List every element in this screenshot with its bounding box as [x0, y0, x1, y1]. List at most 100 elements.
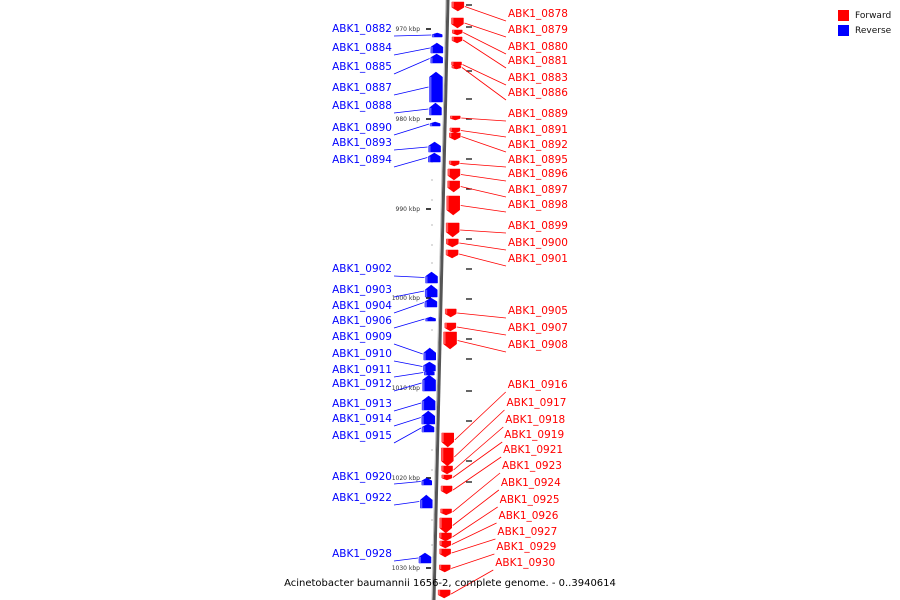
forward-gene-glyph[interactable] [444, 308, 457, 318]
forward-gene-label[interactable]: ABK1_0921 [503, 444, 563, 456]
forward-gene-label[interactable]: ABK1_0918 [505, 414, 565, 426]
forward-gene-glyph[interactable] [447, 168, 461, 181]
reverse-gene-label[interactable]: ABK1_0910 [332, 348, 392, 360]
forward-gene-label[interactable]: ABK1_0880 [508, 41, 568, 53]
forward-gene-label[interactable]: ABK1_0897 [508, 184, 568, 196]
reverse-gene-glyph[interactable] [421, 410, 436, 425]
forward-gene-label[interactable]: ABK1_0889 [508, 108, 568, 120]
forward-gene-glyph[interactable] [449, 127, 461, 134]
reverse-gene-label[interactable]: ABK1_0906 [332, 315, 392, 327]
forward-gene-label[interactable]: ABK1_0899 [508, 220, 568, 232]
reverse-gene-label[interactable]: ABK1_0902 [332, 263, 392, 275]
forward-gene-glyph[interactable] [448, 160, 460, 167]
reverse-gene-glyph[interactable] [421, 423, 435, 433]
reverse-gene-glyph[interactable] [423, 347, 436, 361]
forward-gene-glyph[interactable] [446, 195, 460, 216]
reverse-gene-label[interactable]: ABK1_0912 [332, 378, 392, 390]
forward-gene-glyph[interactable] [439, 517, 452, 534]
forward-gene-label[interactable]: ABK1_0923 [502, 460, 562, 472]
reverse-gene-glyph[interactable] [428, 152, 441, 163]
reverse-gene-label[interactable]: ABK1_0888 [332, 100, 392, 112]
forward-gene-label[interactable]: ABK1_0891 [508, 124, 568, 136]
reverse-gene-glyph[interactable] [430, 42, 444, 54]
reverse-gene-glyph[interactable] [421, 477, 433, 486]
reverse-gene-glyph[interactable] [429, 102, 442, 116]
forward-gene-glyph[interactable] [441, 465, 453, 475]
forward-gene-label[interactable]: ABK1_0924 [501, 477, 561, 489]
reverse-gene-glyph[interactable] [420, 494, 433, 509]
forward-gene-glyph[interactable] [438, 564, 451, 573]
reverse-gene-label[interactable]: ABK1_0920 [332, 471, 392, 483]
reverse-gene-label[interactable]: ABK1_0928 [332, 548, 392, 560]
forward-gene-glyph[interactable] [439, 548, 451, 558]
reverse-gene-label[interactable]: ABK1_0885 [332, 61, 392, 73]
forward-gene-label[interactable]: ABK1_0883 [508, 72, 568, 84]
reverse-gene-glyph[interactable] [424, 369, 435, 376]
forward-gene-glyph[interactable] [451, 65, 462, 70]
reverse-gene-label[interactable]: ABK1_0922 [332, 492, 392, 504]
reverse-gene-label[interactable]: ABK1_0914 [332, 413, 392, 425]
forward-gene-label[interactable]: ABK1_0926 [499, 510, 559, 522]
forward-gene-label[interactable]: ABK1_0905 [508, 305, 568, 317]
reverse-gene-glyph[interactable] [431, 32, 443, 38]
reverse-gene-glyph[interactable] [425, 271, 438, 284]
forward-gene-glyph[interactable] [451, 17, 464, 29]
reverse-gene-label[interactable]: ABK1_0903 [332, 284, 392, 296]
reverse-gene-label[interactable]: ABK1_0915 [332, 430, 392, 442]
forward-gene-label[interactable]: ABK1_0878 [508, 8, 568, 20]
forward-gene-label[interactable]: ABK1_0895 [508, 154, 568, 166]
reverse-gene-glyph[interactable] [428, 141, 441, 153]
reverse-gene-glyph[interactable] [423, 361, 436, 372]
forward-gene-glyph[interactable] [437, 589, 451, 599]
forward-gene-label[interactable]: ABK1_0901 [508, 253, 568, 265]
forward-gene-glyph[interactable] [440, 508, 452, 516]
reverse-gene-glyph[interactable] [430, 53, 443, 64]
forward-gene-glyph[interactable] [445, 249, 459, 259]
reverse-gene-label[interactable]: ABK1_0904 [332, 300, 392, 312]
forward-gene-label[interactable]: ABK1_0916 [508, 379, 568, 391]
reverse-gene-glyph[interactable] [422, 374, 436, 392]
reverse-gene-label[interactable]: ABK1_0882 [332, 23, 392, 35]
forward-gene-label[interactable]: ABK1_0898 [508, 199, 568, 211]
forward-gene-glyph[interactable] [441, 447, 454, 467]
forward-gene-glyph[interactable] [449, 115, 461, 121]
forward-gene-label[interactable]: ABK1_0907 [508, 322, 568, 334]
reverse-gene-glyph[interactable] [429, 121, 441, 127]
forward-gene-label[interactable]: ABK1_0919 [504, 429, 564, 441]
forward-gene-label[interactable]: ABK1_0908 [508, 339, 568, 351]
reverse-gene-glyph[interactable] [424, 297, 438, 308]
forward-gene-label[interactable]: ABK1_0896 [508, 168, 568, 180]
forward-gene-label[interactable]: ABK1_0917 [506, 397, 566, 409]
reverse-gene-label[interactable]: ABK1_0884 [332, 42, 392, 54]
reverse-gene-label[interactable]: ABK1_0890 [332, 122, 392, 134]
forward-gene-label[interactable]: ABK1_0881 [508, 55, 568, 67]
forward-gene-glyph[interactable] [451, 29, 463, 36]
forward-gene-glyph[interactable] [445, 222, 460, 238]
forward-gene-glyph[interactable] [440, 485, 453, 495]
reverse-gene-glyph[interactable] [429, 71, 443, 103]
forward-gene-glyph[interactable] [439, 532, 452, 542]
forward-gene-glyph[interactable] [446, 238, 459, 248]
reverse-gene-label[interactable]: ABK1_0894 [332, 154, 392, 166]
forward-gene-label[interactable]: ABK1_0900 [508, 237, 568, 249]
forward-gene-glyph[interactable] [443, 331, 457, 350]
forward-gene-label[interactable]: ABK1_0879 [508, 24, 568, 36]
forward-gene-glyph[interactable] [439, 540, 452, 549]
forward-gene-label[interactable]: ABK1_0886 [508, 87, 568, 99]
forward-gene-glyph[interactable] [449, 132, 461, 141]
reverse-gene-label[interactable]: ABK1_0913 [332, 398, 392, 410]
reverse-gene-glyph[interactable] [424, 284, 438, 298]
forward-gene-label[interactable]: ABK1_0925 [500, 494, 560, 506]
reverse-gene-glyph[interactable] [418, 552, 432, 564]
forward-gene-glyph[interactable] [444, 322, 457, 332]
reverse-gene-label[interactable]: ABK1_0911 [332, 364, 392, 376]
reverse-gene-label[interactable]: ABK1_0887 [332, 82, 392, 94]
forward-gene-label[interactable]: ABK1_0929 [496, 541, 556, 553]
forward-gene-label[interactable]: ABK1_0927 [497, 526, 557, 538]
reverse-gene-glyph[interactable] [425, 316, 436, 322]
forward-gene-label[interactable]: ABK1_0892 [508, 139, 568, 151]
reverse-gene-label[interactable]: ABK1_0909 [332, 331, 392, 343]
forward-gene-glyph[interactable] [451, 36, 463, 44]
reverse-gene-glyph[interactable] [421, 395, 436, 411]
forward-gene-glyph[interactable] [441, 474, 453, 481]
